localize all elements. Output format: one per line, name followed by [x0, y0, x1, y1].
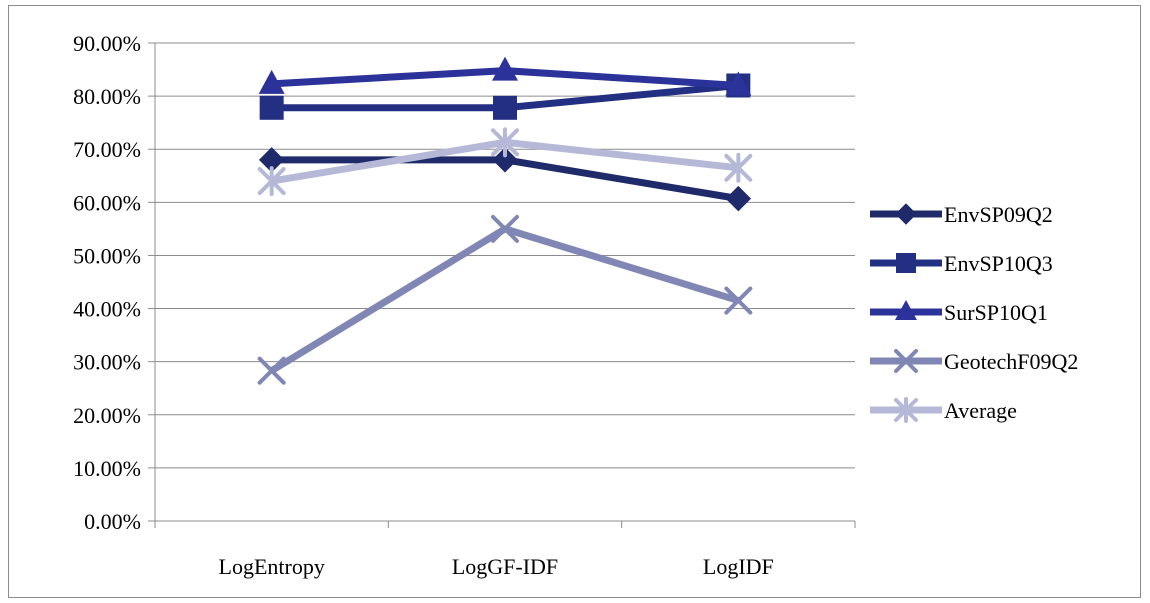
- legend-item: GeotechF09Q2: [870, 349, 1078, 374]
- legend-label: GeotechF09Q2: [944, 349, 1078, 374]
- legend: EnvSP09Q2 EnvSP10Q3 SurSP10Q1 GeotechF09Q2 A…: [870, 202, 1078, 423]
- legend-label: SurSP10Q1: [944, 300, 1048, 325]
- legend-marker: [895, 300, 917, 320]
- legend-item: SurSP10Q1: [870, 300, 1048, 325]
- data-point-triangle: [492, 56, 518, 81]
- x-tick-label: LogEntropy: [219, 554, 325, 579]
- y-tick-label: 40.00%: [73, 297, 141, 322]
- y-axis-ticks: 0.00% 10.00% 20.00% 30.00% 40.00% 50.00% 60.00…: [73, 31, 155, 534]
- x-axis-ticks: LogEntropy LogGF-IDF LogIDF: [154, 521, 856, 579]
- y-tick-label: 30.00%: [73, 350, 141, 375]
- y-tick-label: 60.00%: [73, 190, 141, 215]
- legend-item: EnvSP10Q3: [870, 251, 1053, 276]
- legend-item: Average: [870, 397, 1017, 423]
- data-point-triangle: [258, 69, 285, 94]
- data-point-x: [257, 356, 286, 385]
- legend-label: Average: [944, 398, 1017, 423]
- data-point-star: [257, 166, 286, 197]
- legend-item: EnvSP09Q2: [870, 202, 1053, 227]
- legend-marker: [894, 397, 918, 423]
- series-GeotechF09Q2: [257, 214, 753, 385]
- data-point-star: [491, 127, 519, 158]
- series-Average: [257, 127, 753, 197]
- legend-marker: [894, 349, 918, 373]
- data-point-x: [491, 214, 519, 243]
- series-SurSP10Q1: [258, 56, 752, 96]
- y-tick-label: 50.00%: [73, 243, 141, 268]
- y-tick-label: 10.00%: [73, 456, 141, 481]
- data-point-triangle: [725, 71, 752, 96]
- series-EnvSP09Q2: [258, 147, 752, 212]
- legend-marker: [895, 203, 917, 225]
- y-tick-label: 80.00%: [73, 84, 141, 109]
- data-point-diamond: [725, 185, 752, 212]
- legend-label: EnvSP09Q2: [944, 202, 1053, 227]
- y-tick-label: 90.00%: [73, 31, 141, 56]
- legend-marker: [896, 253, 916, 273]
- series-line: [269, 225, 740, 374]
- data-point-star: [724, 152, 753, 183]
- series-lines: [257, 56, 753, 385]
- data-point-diamond: [492, 147, 518, 173]
- data-point-x: [724, 286, 753, 315]
- x-tick-label: LogIDF: [703, 554, 774, 579]
- x-tick-label: LogGF-IDF: [452, 554, 558, 579]
- data-point-square: [259, 95, 284, 120]
- y-tick-label: 20.00%: [73, 403, 141, 428]
- legend-label: EnvSP10Q3: [944, 251, 1053, 276]
- y-tick-label: 70.00%: [73, 137, 141, 162]
- axes: [154, 43, 855, 522]
- y-tick-label: 0.00%: [84, 509, 141, 534]
- data-point-square: [493, 95, 517, 120]
